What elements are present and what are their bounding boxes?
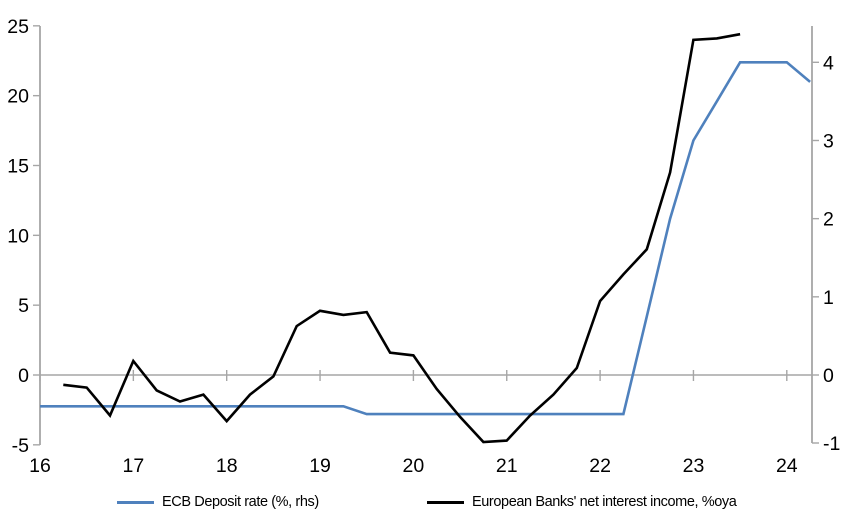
- left-axis-label: 0: [18, 365, 29, 387]
- left-axis-label: 25: [7, 16, 29, 38]
- left-axis-label: 5: [18, 295, 29, 317]
- legend-label-net-interest-income: European Banks' net interest income, %oy…: [472, 494, 737, 510]
- x-axis-label: 24: [776, 455, 798, 477]
- x-axis-label: 17: [122, 455, 144, 477]
- legend-label-ecb-deposit-rate: ECB Deposit rate (%, rhs): [162, 494, 319, 510]
- right-axis-label: 3: [823, 130, 834, 152]
- series-line-ecb-deposit-rate: [40, 60, 811, 416]
- x-axis-label: 19: [309, 455, 331, 477]
- legend-swatch-black-line: [427, 500, 464, 504]
- x-axis-label: 20: [403, 455, 425, 477]
- legend: European Banks' net interest income, %oy…: [0, 494, 852, 516]
- left-axis-label: 15: [7, 156, 29, 178]
- left-axis-label: -5: [12, 435, 29, 457]
- x-axis-label: 18: [216, 455, 238, 477]
- left-axis-label: 10: [7, 225, 29, 247]
- x-axis-label: 16: [29, 455, 51, 477]
- right-axis-label: 0: [823, 365, 834, 387]
- series-line-net-interest-income: [63, 32, 741, 444]
- x-axis-label: 23: [683, 455, 705, 477]
- left-axis-label: 20: [7, 86, 29, 108]
- right-axis-label: 2: [823, 209, 834, 231]
- x-axis-label: 22: [589, 455, 611, 477]
- right-axis-label: 1: [823, 287, 834, 309]
- legend-item-net-interest-income: European Banks' net interest income, %oy…: [427, 494, 737, 510]
- right-axis-label: 4: [823, 52, 834, 74]
- legend-swatch-blue-line: [117, 500, 154, 504]
- legend-item-ecb-deposit-rate: ECB Deposit rate (%, rhs): [117, 494, 319, 510]
- x-axis-label: 21: [496, 455, 518, 477]
- right-axis-label: -1: [823, 433, 840, 455]
